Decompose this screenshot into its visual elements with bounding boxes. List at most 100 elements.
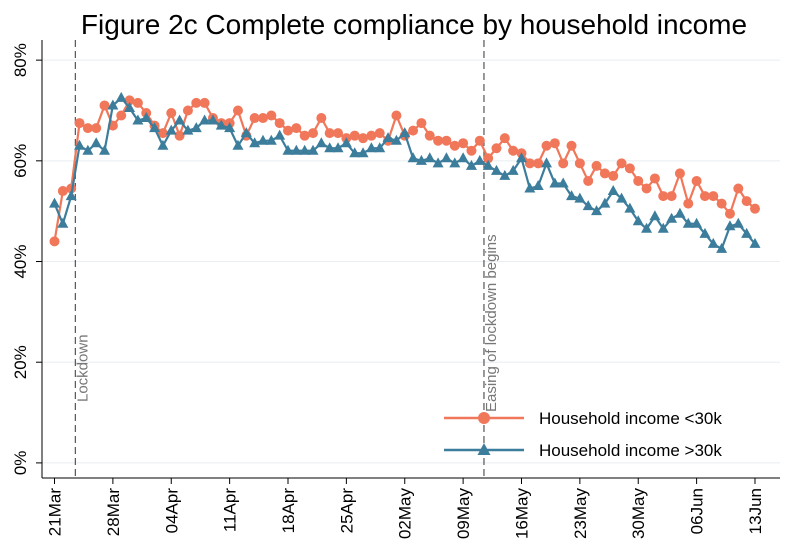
data-point: [308, 128, 319, 139]
data-point: [182, 124, 194, 135]
x-tick-label: 13Jun: [746, 488, 765, 534]
data-point: [749, 237, 761, 248]
data-point: [240, 127, 252, 138]
data-point: [358, 133, 369, 144]
data-point: [432, 157, 444, 168]
data-point: [532, 180, 544, 190]
data-point: [599, 168, 610, 179]
data-point: [474, 154, 486, 165]
data-point: [424, 130, 435, 141]
data-point: [632, 215, 644, 226]
x-tick-label: 06Jun: [688, 488, 707, 534]
data-point: [741, 227, 753, 238]
data-point: [182, 105, 193, 116]
data-point: [566, 140, 577, 151]
y-tick-label: 80%: [11, 43, 30, 77]
legend-label: Household income <30k: [539, 409, 722, 428]
data-point: [382, 132, 394, 143]
data-point: [541, 157, 553, 168]
data-point: [124, 101, 136, 112]
data-point: [140, 112, 152, 123]
x-tick-label: 16May: [512, 488, 531, 540]
data-point: [82, 123, 93, 134]
data-point: [541, 140, 552, 151]
data-point: [390, 134, 402, 145]
data-point: [257, 113, 268, 124]
data-point: [90, 137, 102, 148]
data-point: [91, 123, 102, 134]
data-point: [165, 124, 177, 135]
data-point: [741, 196, 752, 207]
data-point: [290, 144, 302, 155]
data-point: [282, 144, 294, 155]
data-point: [449, 140, 460, 151]
data-point: [340, 137, 352, 148]
data-point: [533, 158, 544, 169]
data-point: [107, 99, 119, 110]
data-point: [124, 95, 135, 106]
data-point: [391, 110, 402, 121]
data-point: [566, 190, 578, 201]
data-point: [699, 191, 710, 202]
data-point: [474, 135, 485, 146]
data-point: [558, 158, 569, 169]
data-point: [74, 118, 85, 129]
data-point: [283, 125, 293, 136]
chart-title: Figure 2c Complete compliance by househo…: [81, 9, 747, 40]
y-tick-label: 0%: [11, 451, 30, 476]
data-point: [266, 110, 277, 121]
data-point: [458, 138, 469, 149]
data-point: [699, 227, 711, 238]
data-point: [683, 198, 694, 209]
data-point: [724, 208, 735, 219]
annotation: Easing of lockdown begins: [483, 234, 500, 412]
data-point: [591, 160, 602, 171]
data-point: [449, 157, 461, 168]
data-point: [557, 177, 569, 188]
data-point: [232, 139, 244, 150]
x-tick-label: 23May: [571, 488, 590, 540]
data-point: [357, 147, 369, 158]
data-point: [366, 130, 377, 141]
x-tick-label: 18Apr: [279, 488, 298, 534]
data-point: [291, 123, 302, 134]
data-point: [582, 200, 594, 211]
data-point: [433, 135, 444, 146]
data-point: [49, 197, 61, 208]
data-point: [682, 217, 694, 228]
data-point: [707, 237, 719, 248]
data-point: [174, 114, 186, 125]
data-point: [299, 130, 310, 141]
data-point: [607, 185, 619, 196]
data-point: [641, 222, 653, 233]
data-point: [207, 114, 219, 125]
data-point: [166, 108, 177, 118]
data-point: [608, 170, 619, 181]
data-point: [616, 158, 627, 169]
data-point: [249, 137, 261, 148]
data-point: [132, 114, 144, 125]
data-point: [524, 182, 536, 193]
data-point: [482, 159, 494, 170]
y-tick-label: 60%: [11, 144, 30, 178]
data-point: [424, 152, 436, 163]
y-tick-label: 20%: [11, 345, 30, 379]
data-point: [408, 125, 419, 136]
data-point: [716, 242, 728, 253]
data-point: [365, 142, 377, 153]
data-point: [199, 114, 211, 125]
data-point: [265, 134, 277, 145]
data-point: [65, 190, 77, 201]
data-point: [641, 183, 652, 194]
data-point: [116, 110, 127, 121]
data-point: [82, 144, 94, 155]
data-point: [616, 192, 628, 203]
data-point: [157, 128, 168, 139]
annotation: Lockdown: [74, 334, 91, 402]
data-point: [716, 198, 727, 209]
data-point: [316, 113, 327, 124]
x-tick-label: 30May: [629, 488, 648, 540]
data-point: [315, 137, 327, 148]
data-point: [49, 236, 60, 247]
data-point: [599, 197, 611, 208]
